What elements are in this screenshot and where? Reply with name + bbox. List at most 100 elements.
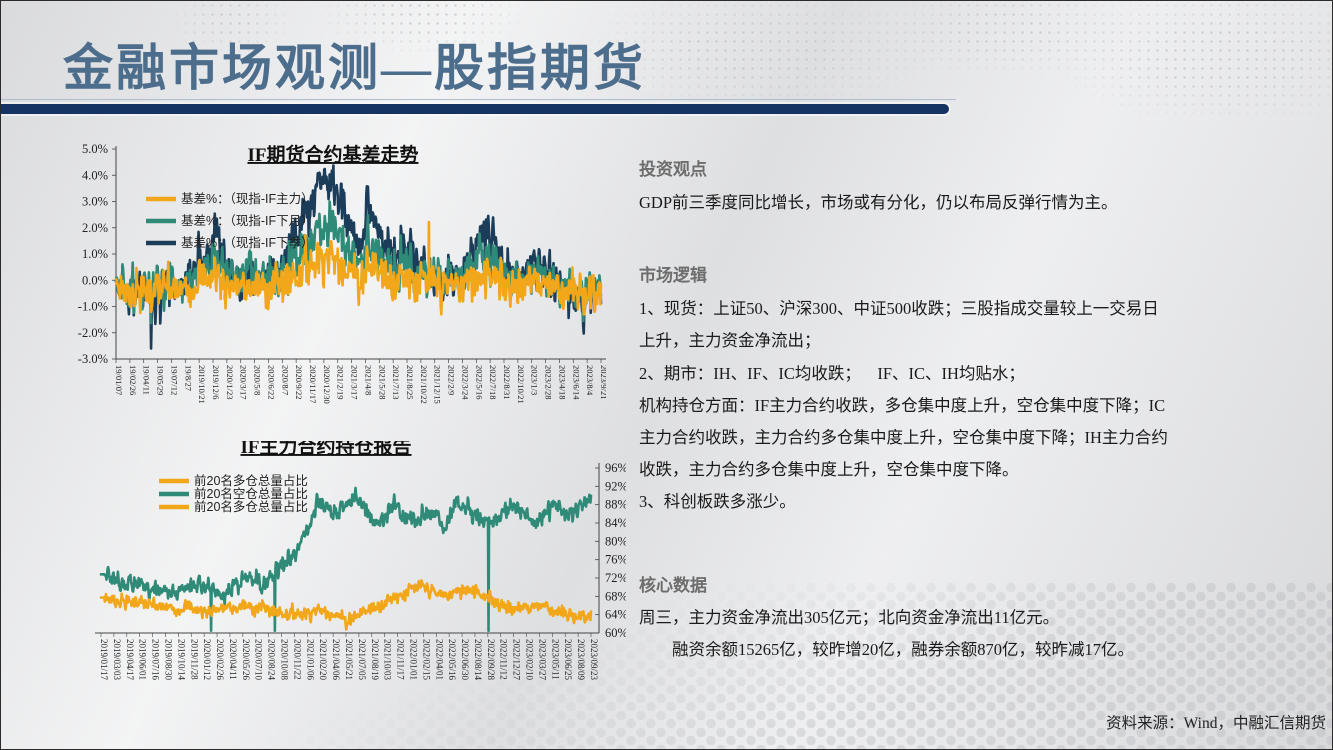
svg-text:2021/4/8: 2021/4/8 [363,365,373,395]
svg-text:2019/01/17: 2019/01/17 [99,639,109,681]
svg-text:84%: 84% [605,516,626,530]
svg-text:2019/07/16: 2019/07/16 [151,639,161,681]
svg-text:2021/8/25: 2021/8/25 [405,365,415,399]
svg-text:2022/2/9: 2022/2/9 [447,365,457,395]
svg-text:19/05/29: 19/05/29 [156,365,166,395]
svg-text:2022/04/01: 2022/04/01 [434,639,444,680]
svg-text:5.0%: 5.0% [82,142,108,156]
svg-text:88%: 88% [605,498,626,512]
svg-text:2020/10/08: 2020/10/08 [280,639,290,681]
svg-text:2020/9/22: 2020/9/22 [294,365,304,399]
svg-text:76%: 76% [605,553,626,567]
svg-text:2019/10/14: 2019/10/14 [176,639,186,681]
svg-text:2020/8/7: 2020/8/7 [280,365,290,395]
svg-text:2022/7/18: 2022/7/18 [488,365,498,399]
svg-text:2020/6/22: 2020/6/22 [266,365,276,399]
svg-text:2022/5/16: 2022/5/16 [474,365,484,399]
svg-text:2021/7/13: 2021/7/13 [391,365,401,399]
svg-text:基差%：（现指-IF下季）: 基差%：（现指-IF下季） [181,235,314,250]
svg-text:IF期货合约基差走势: IF期货合约基差走势 [247,143,418,166]
svg-text:2021/10/03: 2021/10/03 [383,639,393,681]
svg-text:2022/09/28: 2022/09/28 [486,639,496,681]
svg-text:2020/01/12: 2020/01/12 [202,639,212,680]
svg-text:2021/12/15: 2021/12/15 [433,365,443,404]
svg-text:2020/1/23: 2020/1/23 [225,365,235,399]
svg-text:2020/04/11: 2020/04/11 [228,639,238,680]
svg-text:2019/11/28: 2019/11/28 [189,639,199,680]
svg-text:2020/5/8: 2020/5/8 [253,365,263,395]
svg-text:前20名多仓总量占比: 前20名多仓总量占比 [194,499,308,514]
svg-text:2021/07/05: 2021/07/05 [357,639,367,681]
svg-text:2022/10/21: 2022/10/21 [516,365,526,404]
svg-text:0.0%: 0.0% [82,273,108,287]
svg-text:2021/02/20: 2021/02/20 [318,639,328,681]
svg-text:3.0%: 3.0% [82,195,108,209]
svg-text:2020/12/30: 2020/12/30 [322,365,332,404]
svg-text:2021/5/28: 2021/5/28 [377,365,387,399]
svg-text:前20名空仓总量占比: 前20名空仓总量占比 [194,486,308,501]
svg-text:2023/1/3: 2023/1/3 [530,365,540,395]
svg-text:2023/9/21: 2023/9/21 [599,365,606,399]
svg-text:2021/3/17: 2021/3/17 [350,365,360,399]
svg-text:2022/12/27: 2022/12/27 [512,639,522,681]
svg-text:2022/05/16: 2022/05/16 [447,639,457,681]
svg-text:2019/06/01: 2019/06/01 [138,639,148,680]
svg-text:2022/01/01: 2022/01/01 [408,639,418,680]
svg-text:4.0%: 4.0% [82,168,108,182]
svg-text:2020/11/17: 2020/11/17 [308,365,318,403]
svg-text:2020/3/17: 2020/3/17 [239,365,249,399]
svg-text:2019/04/17: 2019/04/17 [125,639,135,681]
svg-text:2022/02/15: 2022/02/15 [421,639,431,681]
svg-text:2021/10/22: 2021/10/22 [419,365,429,404]
svg-text:前20名多仓总量占比: 前20名多仓总量占比 [194,473,308,488]
svg-text:2023/09/23: 2023/09/23 [589,639,599,681]
svg-text:2020/08/24: 2020/08/24 [267,639,277,681]
svg-text:80%: 80% [605,534,626,548]
svg-text:19/8/27: 19/8/27 [183,365,193,391]
svg-text:19/02/26: 19/02/26 [128,365,138,395]
svg-text:2023/08/09: 2023/08/09 [576,639,586,681]
svg-text:2023/2/28: 2023/2/28 [544,365,554,399]
svg-text:2020/07/10: 2020/07/10 [254,639,264,681]
svg-text:2019/10/21: 2019/10/21 [197,365,207,404]
svg-text:2020/05/26: 2020/05/26 [241,639,251,681]
svg-text:2023/6/14: 2023/6/14 [571,365,581,400]
svg-text:2023/05/11: 2023/05/11 [550,639,560,680]
svg-text:2019/08/30: 2019/08/30 [163,639,173,681]
svg-text:2022/3/24: 2022/3/24 [460,365,470,400]
svg-text:2020/02/26: 2020/02/26 [215,639,225,681]
svg-text:2022/11/12: 2022/11/12 [499,639,509,680]
svg-text:2021/2/19: 2021/2/19 [336,365,346,399]
svg-text:-3.0%: -3.0% [78,352,108,366]
svg-text:2019/03/03: 2019/03/03 [112,639,122,681]
svg-text:2023/02/10: 2023/02/10 [525,639,535,681]
svg-text:2021/08/19: 2021/08/19 [370,639,380,681]
svg-text:92%: 92% [605,479,626,493]
svg-text:2020/11/22: 2020/11/22 [292,639,302,680]
svg-text:2021/01/06: 2021/01/06 [305,639,315,681]
svg-text:2022/8/31: 2022/8/31 [502,365,512,399]
svg-text:2019/12/6: 2019/12/6 [211,365,221,399]
svg-text:2023/8/4: 2023/8/4 [585,365,595,396]
svg-text:2023/03/27: 2023/03/27 [537,639,547,681]
svg-text:基差%：（现指-IF主力）: 基差%：（现指-IF主力） [181,191,314,206]
svg-text:2021/05/21: 2021/05/21 [344,639,354,680]
svg-text:-2.0%: -2.0% [78,326,108,340]
svg-text:2023/4/18: 2023/4/18 [557,365,567,399]
svg-text:19/07/12: 19/07/12 [169,365,179,395]
svg-text:2022/06/30: 2022/06/30 [460,639,470,681]
svg-text:68%: 68% [605,589,626,603]
svg-text:基差%：（现指-IF下月）: 基差%：（现指-IF下月） [181,213,314,228]
svg-text:2022/08/14: 2022/08/14 [473,639,483,681]
svg-text:96%: 96% [605,461,626,475]
svg-text:2.0%: 2.0% [82,221,108,235]
svg-text:2023/06/25: 2023/06/25 [563,639,573,681]
svg-text:2021/04/06: 2021/04/06 [331,639,341,681]
svg-text:1.0%: 1.0% [82,247,108,261]
svg-text:2021/11/17: 2021/11/17 [396,639,406,680]
svg-text:19/04/11: 19/04/11 [142,365,152,395]
svg-text:19/01/07: 19/01/07 [114,365,124,395]
svg-text:IF主力合约持仓报告: IF主力合约持仓报告 [240,441,411,458]
svg-text:64%: 64% [605,608,626,622]
svg-text:60%: 60% [605,626,626,640]
